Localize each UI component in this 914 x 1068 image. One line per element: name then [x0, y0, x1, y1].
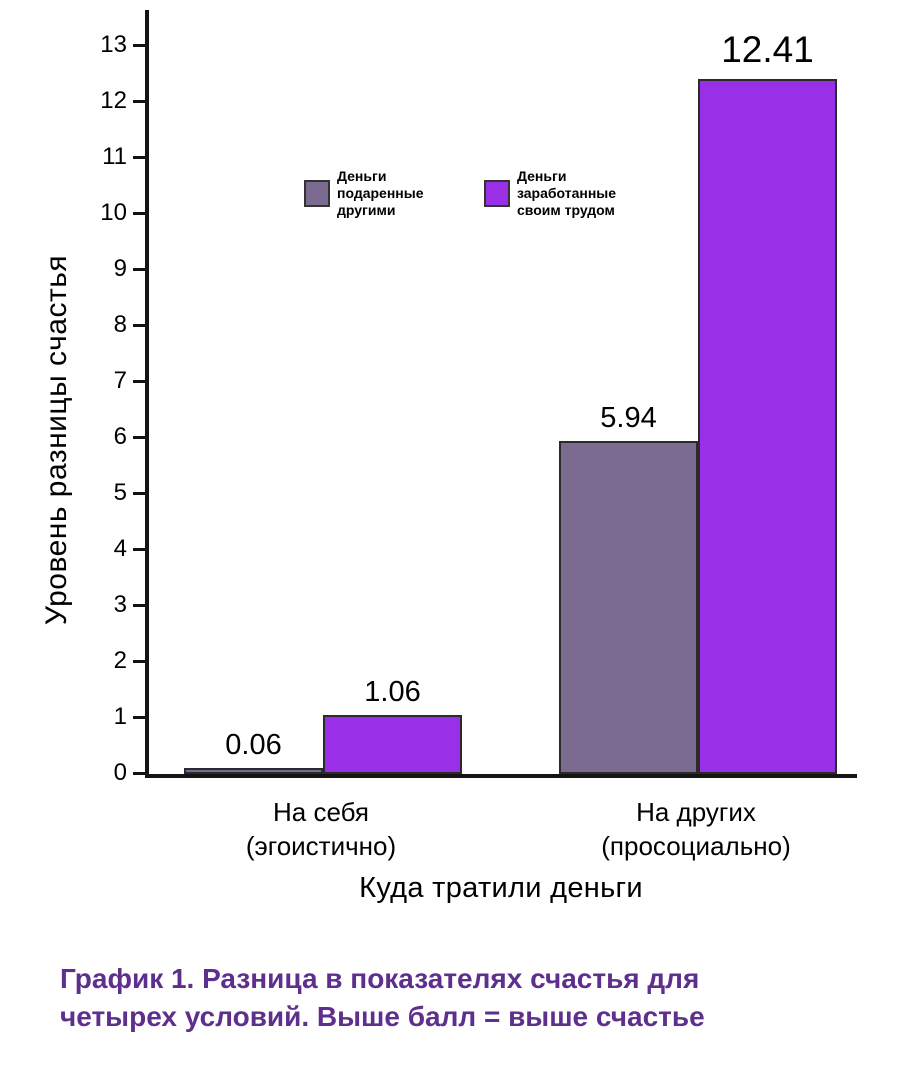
y-tick-8	[133, 324, 149, 327]
y-tick-label-1: 1	[113, 703, 127, 730]
y-tick-label-12: 12	[100, 87, 127, 114]
y-tick-0	[133, 772, 149, 775]
y-tick-3	[133, 604, 149, 607]
y-tick-label-8: 8	[113, 311, 127, 338]
y-tick-label-6: 6	[113, 423, 127, 450]
bar-value-label-series0-cat0: 0.06	[225, 729, 282, 761]
y-tick-11	[133, 156, 149, 159]
y-tick-label-9: 9	[113, 255, 127, 282]
y-tick-label-5: 5	[113, 479, 127, 506]
y-tick-6	[133, 436, 149, 439]
y-tick-13	[133, 44, 149, 47]
bar-series0-cat0: 0.06	[184, 729, 323, 774]
bar-series1-cat0: 1.06	[323, 676, 462, 774]
y-tick-5	[133, 492, 149, 495]
plot-area: Деньги подаренные другими Деньги заработ…	[100, 10, 857, 786]
bar-series0-cat1: 5.94	[559, 402, 698, 774]
y-tick-4	[133, 548, 149, 551]
legend-item-earned-money: Деньги заработанные своим трудом	[484, 168, 616, 219]
y-tick-2	[133, 660, 149, 663]
x-axis-title: Куда тратили деньги	[359, 872, 643, 904]
y-tick-7	[133, 380, 149, 383]
bar-value-label-series1-cat1: 12.41	[721, 29, 814, 70]
bar-group-1: 5.94 12.41	[559, 29, 837, 774]
bar-value-label-series1-cat0: 1.06	[364, 676, 421, 708]
y-tick-1	[133, 716, 149, 719]
bar-group-0: 0.06 1.06	[184, 676, 462, 774]
bar-series1-cat1: 12.41	[698, 29, 837, 774]
y-tick-label-4: 4	[113, 535, 127, 562]
y-tick-label-13: 13	[100, 31, 127, 58]
y-axis-title: Уровень разницы счастья	[40, 254, 73, 626]
y-tick-label-3: 3	[113, 591, 127, 618]
y-tick-12	[133, 100, 149, 103]
y-tick-10	[133, 212, 149, 215]
x-tick-label-self: На себя (эгоистично)	[245, 797, 397, 861]
legend-item-gifted-money: Деньги подаренные другими	[304, 168, 424, 219]
legend-label-earned-money: Деньги заработанные своим трудом	[517, 168, 617, 218]
y-tick-label-10: 10	[100, 199, 127, 226]
y-tick-label-11: 11	[102, 143, 127, 170]
legend-label-gifted-money: Деньги подаренные другими	[337, 168, 424, 218]
x-tick-label-others: На других (просоциально)	[601, 797, 791, 861]
y-tick-label-7: 7	[113, 367, 127, 394]
figure-caption: График 1. Разница в показателях счастья …	[60, 963, 705, 1032]
y-tick-label-2: 2	[113, 647, 127, 674]
legend-swatch-gifted-money	[304, 180, 330, 207]
bar-value-label-series0-cat1: 5.94	[600, 402, 657, 434]
y-tick-label-0: 0	[113, 759, 127, 786]
y-tick-9	[133, 268, 149, 271]
legend-swatch-earned-money	[484, 180, 510, 207]
